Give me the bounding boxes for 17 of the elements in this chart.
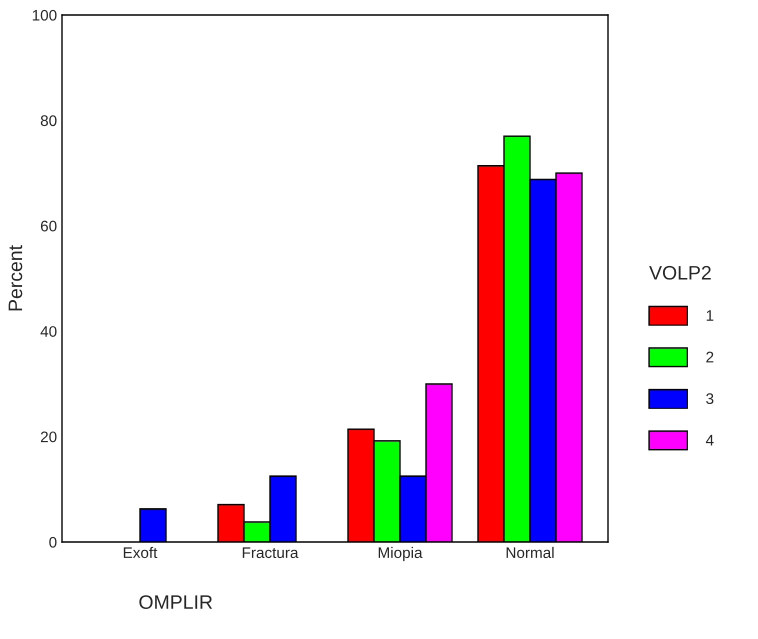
legend-label: 1 bbox=[706, 310, 714, 321]
legend-title: VOLP2 bbox=[649, 266, 711, 280]
y-tick-label: 0 bbox=[49, 536, 57, 548]
x-tick-label: Miopia bbox=[378, 546, 423, 562]
legend-label: 2 bbox=[706, 352, 714, 362]
legend-label: 3 bbox=[706, 393, 714, 404]
y-tick-label: 80 bbox=[40, 115, 57, 126]
x-axis-title: OMPLIR bbox=[139, 595, 212, 609]
y-tick-label: 40 bbox=[40, 326, 57, 337]
x-tick-label: Fractura bbox=[242, 547, 298, 558]
y-tick-label: 100 bbox=[32, 10, 57, 21]
x-tick-label: Normal bbox=[506, 546, 554, 558]
y-tick-label: 20 bbox=[40, 431, 57, 442]
y-axis-title: Percent bbox=[8, 245, 22, 310]
y-tick-label: 60 bbox=[40, 220, 57, 232]
x-tick-label: Exoft bbox=[124, 546, 158, 558]
legend-label: 4 bbox=[706, 434, 714, 446]
